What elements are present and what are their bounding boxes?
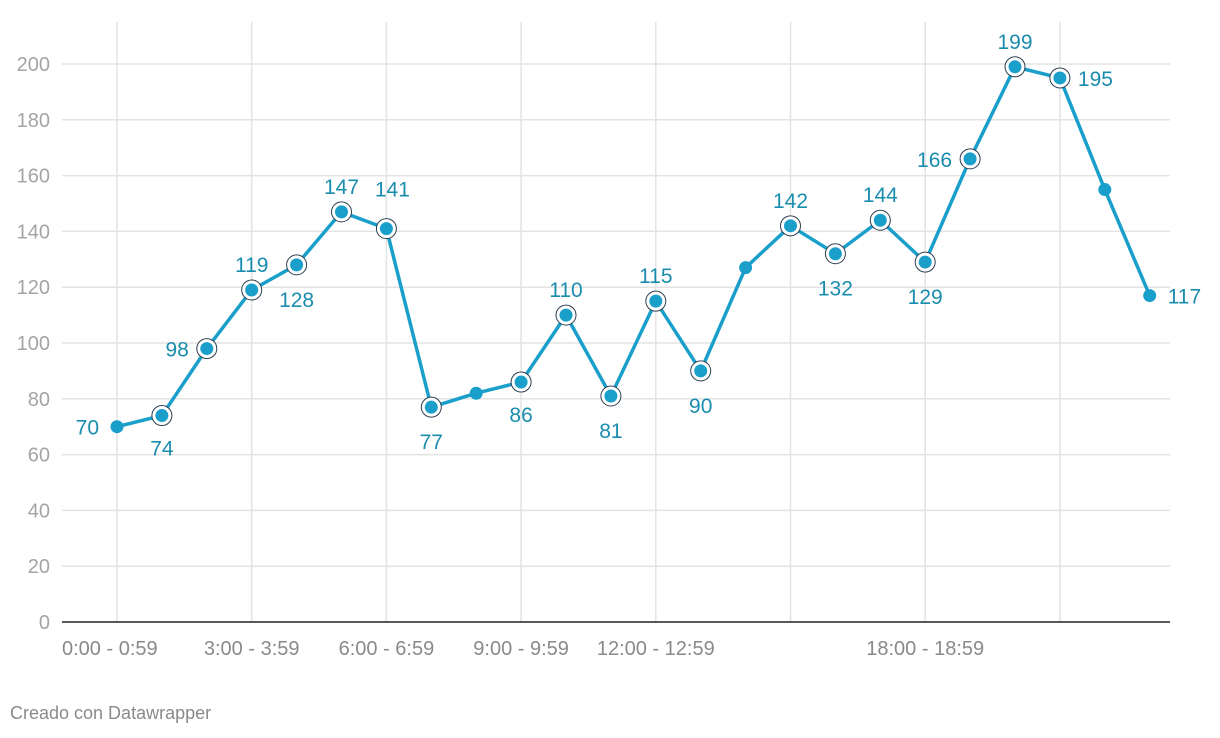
data-label: 142 [773, 190, 808, 213]
attribution-text: Creado con Datawrapper [10, 703, 212, 723]
data-label: 81 [599, 420, 622, 443]
y-tick-label: 200 [17, 54, 50, 76]
data-point [559, 308, 573, 322]
y-tick-label: 160 [17, 166, 50, 188]
data-point [918, 255, 932, 269]
data-label: 77 [420, 431, 443, 454]
data-point [155, 409, 169, 423]
x-tick-label: 12:00 - 12:59 [597, 638, 715, 660]
data-point [424, 400, 438, 414]
data-label: 90 [689, 395, 712, 418]
data-point [604, 389, 618, 403]
data-point [1053, 71, 1067, 85]
data-label: 115 [639, 265, 672, 288]
y-tick-label: 80 [28, 389, 50, 411]
data-label: 117 [1168, 286, 1201, 309]
x-tick-label: 3:00 - 3:59 [204, 638, 300, 660]
data-point [469, 386, 483, 400]
data-label: 147 [324, 176, 359, 199]
x-tick-label: 18:00 - 18:59 [866, 638, 984, 660]
data-point [739, 261, 753, 275]
data-point [290, 258, 304, 272]
y-tick-label: 100 [17, 333, 50, 355]
data-label: 144 [863, 184, 898, 207]
data-label: 119 [235, 254, 268, 277]
y-tick-label: 140 [17, 221, 50, 243]
data-point [335, 205, 348, 219]
y-tick-label: 20 [28, 556, 50, 578]
data-label: 199 [997, 31, 1032, 54]
data-point [828, 247, 842, 261]
data-point [245, 283, 259, 297]
data-label: 195 [1078, 68, 1113, 91]
x-tick-label: 6:00 - 6:59 [339, 638, 435, 660]
y-tick-label: 180 [17, 110, 50, 132]
data-point [110, 420, 124, 434]
data-label: 166 [917, 149, 952, 172]
x-tick-label: 9:00 - 9:59 [473, 638, 569, 660]
data-label: 128 [279, 289, 314, 312]
data-label: 129 [908, 286, 943, 309]
data-point [1008, 60, 1022, 74]
data-point [649, 294, 663, 308]
data-point [379, 222, 393, 236]
data-label: 141 [375, 179, 410, 202]
y-tick-label: 60 [28, 445, 50, 467]
data-label: 74 [150, 438, 174, 461]
data-label: 70 [76, 417, 99, 440]
y-tick-label: 120 [17, 277, 50, 299]
data-point [784, 219, 797, 233]
series-layer [110, 56, 1157, 434]
data-point [200, 342, 214, 356]
data-point [1098, 183, 1112, 197]
y-tick-label: 0 [39, 612, 50, 634]
data-label-layer: 70 74 98 119 128 147 141 77 86 110 81 115 90 142 132 14… [76, 31, 1202, 461]
data-point [514, 375, 528, 389]
data-label: 110 [549, 279, 582, 302]
axis-layer: 0 20 40 60 80 100 120 140 160 180 200 0:00 - 0:59 3:… [17, 54, 1170, 660]
data-label: 132 [818, 278, 853, 301]
data-point [694, 364, 708, 378]
data-point [963, 152, 977, 166]
y-tick-label: 40 [28, 500, 50, 522]
data-label: 98 [165, 339, 188, 362]
data-label: 86 [509, 404, 532, 427]
data-point [873, 213, 887, 227]
series-line [115, 65, 1152, 429]
data-point [1143, 289, 1157, 303]
x-tick-label: 0:00 - 0:59 [62, 638, 158, 660]
